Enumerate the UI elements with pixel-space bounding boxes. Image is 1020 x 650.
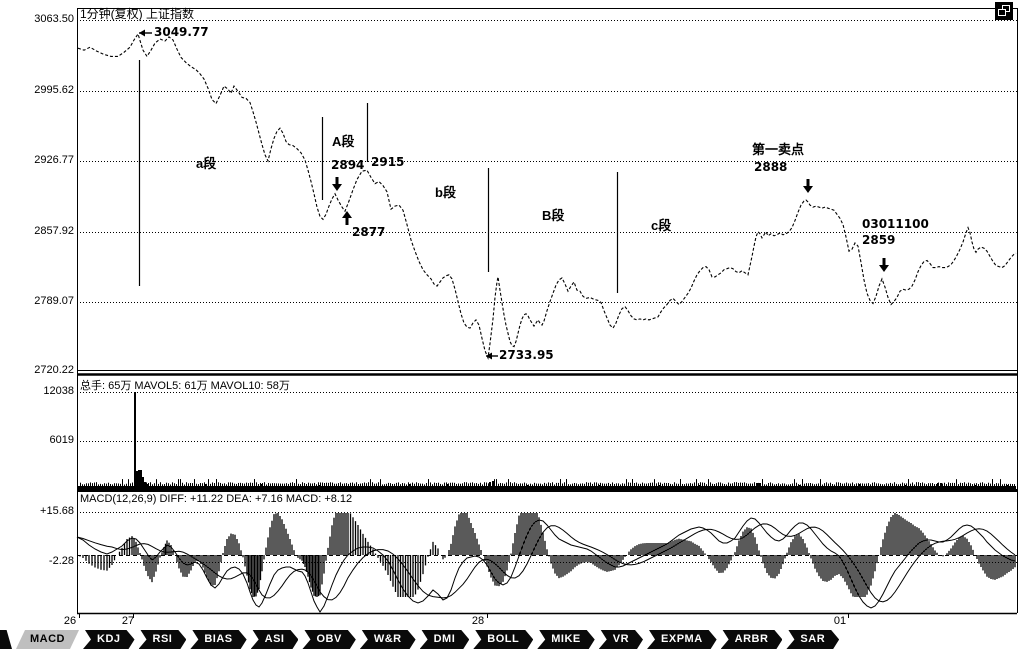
up-arrow-icon xyxy=(345,217,349,225)
tab-asi[interactable]: ASI xyxy=(251,630,299,649)
tab-kdj[interactable]: KDJ xyxy=(83,630,135,649)
volume-bars xyxy=(78,392,1016,490)
left-arrow-icon xyxy=(486,352,492,360)
price-2888-label: 2888 xyxy=(754,160,788,174)
datetime-code-label: 03011100 xyxy=(862,217,929,231)
x-axis-label: 26 xyxy=(63,615,77,627)
macd-axis-label: +15.68 xyxy=(40,505,74,517)
tab-dmi[interactable]: DMI xyxy=(420,630,470,649)
price-2877-label: 2877 xyxy=(352,225,386,239)
macd-diff-line xyxy=(76,517,1016,613)
tab-expma[interactable]: EXPMA xyxy=(647,630,717,649)
down-arrow-icon xyxy=(879,265,889,272)
price-line xyxy=(77,32,1017,360)
price-axis-label: 3063.50 xyxy=(34,13,74,25)
price-axis-label: 2720.22 xyxy=(34,364,74,376)
up-arrow-icon xyxy=(342,211,352,218)
tab-boll[interactable]: BOLL xyxy=(473,630,533,649)
indicator-tab-bar: MACD KDJ RSI BIAS ASI OBV W&R DMI BOLL MIKE VR EXPM… xyxy=(0,630,1020,650)
segment-A-label: A段 xyxy=(332,134,355,149)
tab-bias[interactable]: BIAS xyxy=(190,630,246,649)
price-2859-label: 2859 xyxy=(862,233,896,247)
tab-obv[interactable]: OBV xyxy=(302,630,355,649)
first-sell-point-label: 第一卖点 xyxy=(752,142,805,157)
down-arrow-icon xyxy=(332,184,342,191)
x-axis-label: 27 xyxy=(121,615,135,627)
macd-axis-label: -2.28 xyxy=(48,555,74,567)
restore-window-icon[interactable] xyxy=(995,2,1013,20)
chart-title: 1分钟(复权) 上证指数 xyxy=(80,7,195,21)
segment-divider-lines xyxy=(138,60,619,293)
down-arrow-icon xyxy=(335,177,339,185)
macd-dea-line xyxy=(76,523,1016,603)
x-axis-label: 01 xyxy=(833,615,847,627)
price-axis-label: 2995.62 xyxy=(34,84,74,96)
segment-a-label: a段 xyxy=(196,156,217,171)
segment-c-label: c段 xyxy=(651,218,672,233)
volume-axis-label: 12038 xyxy=(43,385,74,397)
tab-sar[interactable]: SAR xyxy=(786,630,839,649)
tab-arbr[interactable]: ARBR xyxy=(721,630,783,649)
panel-borders xyxy=(77,8,1018,618)
segment-b-label: b段 xyxy=(435,185,456,200)
segment-B-label: B段 xyxy=(542,208,565,223)
down-arrow-icon xyxy=(882,258,886,266)
price-axis-label: 2789.07 xyxy=(34,295,74,307)
tab-mike[interactable]: MIKE xyxy=(537,630,595,649)
price-2894-label: 2894 xyxy=(331,158,365,172)
grid-lines xyxy=(77,20,1017,563)
x-axis-label: 28 xyxy=(471,615,485,627)
tab-rsi[interactable]: RSI xyxy=(139,630,187,649)
price-2915-label: 2915 xyxy=(371,155,405,169)
tab-wr[interactable]: W&R xyxy=(360,630,416,649)
peak-price-label: 3049.77 xyxy=(154,25,209,39)
left-arrow-icon xyxy=(139,29,145,37)
tab-vr[interactable]: VR xyxy=(599,630,643,649)
macd-readout: MACD(12,26,9) DIFF: +11.22 DEA: +7.16 MA… xyxy=(80,493,353,505)
volume-readout: 总手: 65万 MAVOL5: 61万 MAVOL10: 58万 xyxy=(80,380,290,392)
low-price-label: 2733.95 xyxy=(499,348,554,362)
down-arrow-icon xyxy=(806,179,810,187)
price-axis-label: 2926.77 xyxy=(34,154,74,166)
annotation-arrows xyxy=(139,29,889,360)
tab-bar-edge xyxy=(0,630,12,649)
price-axis-label: 2857.92 xyxy=(34,225,74,237)
tab-macd[interactable]: MACD xyxy=(16,630,79,649)
down-arrow-icon xyxy=(803,186,813,193)
volume-axis-label: 6019 xyxy=(49,434,74,446)
